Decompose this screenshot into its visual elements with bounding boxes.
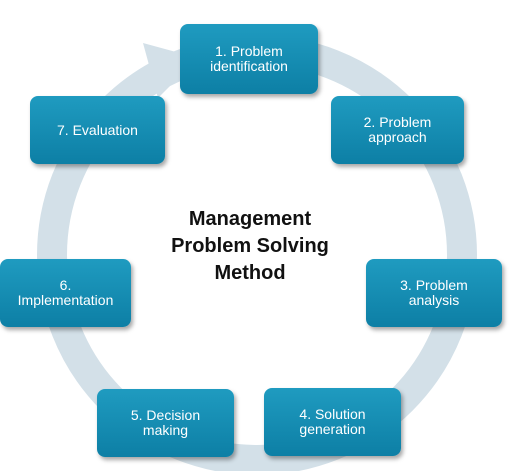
step-1-problem-identification: 1. Problem identification: [180, 24, 318, 94]
step-6-label: 6. Implementation: [17, 277, 114, 308]
step-6-implementation: 6. Implementation: [0, 259, 131, 327]
step-7-label: 7. Evaluation: [57, 121, 138, 138]
step-1-label: 1. Problem identification: [210, 43, 288, 74]
center-title-line-3: Method: [214, 262, 286, 284]
center-title-line-1: Management: [188, 208, 312, 230]
step-2-label: 2. Problem approach: [363, 114, 432, 145]
step-3-problem-analysis: 3. Problem analysis: [366, 259, 502, 327]
center-title: Management Problem Solving Method: [140, 206, 360, 287]
step-4-solution-generation: 4. Solution generation: [264, 388, 401, 456]
step-7-evaluation: 7. Evaluation: [30, 96, 165, 164]
center-title-line-2: Problem Solving: [171, 235, 329, 257]
step-4-label: 4. Solution generation: [299, 406, 366, 437]
step-5-label: 5. Decision making: [130, 407, 201, 438]
step-3-label: 3. Problem analysis: [400, 277, 468, 308]
step-2-problem-approach: 2. Problem approach: [331, 96, 464, 164]
step-5-decision-making: 5. Decision making: [97, 389, 234, 457]
